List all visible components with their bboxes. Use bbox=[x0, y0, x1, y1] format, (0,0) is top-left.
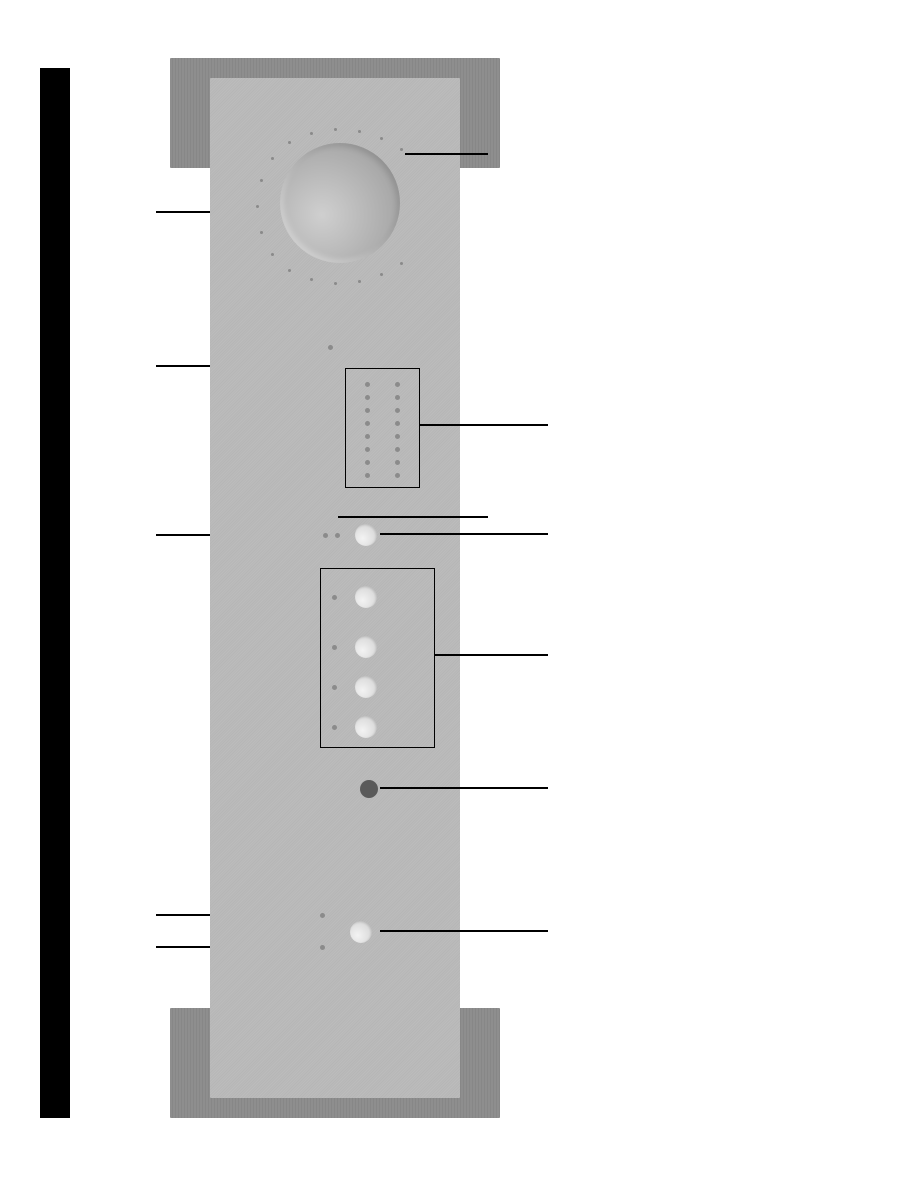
balance-led bbox=[365, 460, 370, 465]
balance-led bbox=[365, 421, 370, 426]
level-led bbox=[358, 280, 361, 283]
lead-12 bbox=[405, 154, 488, 156]
level-led bbox=[260, 179, 263, 182]
page-rotated bbox=[0, 0, 918, 1188]
theater-led bbox=[323, 533, 328, 538]
balance-box bbox=[345, 368, 420, 488]
s1-led bbox=[332, 725, 337, 730]
level-led bbox=[310, 132, 313, 135]
level-led bbox=[400, 262, 403, 265]
lead-4 bbox=[380, 788, 548, 790]
level-led bbox=[256, 205, 259, 208]
balance-led bbox=[395, 382, 400, 387]
balance-led bbox=[395, 408, 400, 413]
s2-button bbox=[355, 676, 377, 698]
b1-button bbox=[355, 586, 377, 608]
infrared-sensor bbox=[360, 780, 378, 798]
level-led bbox=[271, 157, 274, 160]
balance-led bbox=[395, 447, 400, 452]
legend-col-power bbox=[680, 651, 686, 858]
balance-led bbox=[395, 473, 400, 478]
s3-led bbox=[332, 645, 337, 650]
power-led bbox=[320, 945, 325, 950]
balance-led bbox=[365, 395, 370, 400]
level-led bbox=[400, 148, 403, 151]
lead-5 bbox=[435, 655, 548, 657]
mute-led bbox=[328, 345, 333, 350]
standby-led bbox=[320, 913, 325, 918]
control-knob bbox=[280, 143, 400, 263]
level-led bbox=[310, 278, 313, 281]
level-led bbox=[334, 282, 337, 285]
s1-button bbox=[355, 716, 377, 738]
lead-1 bbox=[380, 931, 548, 933]
legend bbox=[680, 78, 686, 858]
balance-led bbox=[365, 382, 370, 387]
balance-led bbox=[395, 395, 400, 400]
legend-col-analog bbox=[680, 384, 686, 591]
source-group-box bbox=[320, 568, 435, 748]
balance-led bbox=[365, 473, 370, 478]
figure-title-bar bbox=[40, 68, 70, 1118]
balance-led bbox=[365, 408, 370, 413]
power-button bbox=[350, 921, 372, 943]
b1-led bbox=[332, 595, 337, 600]
balance-led bbox=[395, 421, 400, 426]
balance-led bbox=[365, 434, 370, 439]
tape-mon-led bbox=[335, 533, 340, 538]
tape-button bbox=[355, 524, 377, 546]
level-led bbox=[334, 128, 337, 131]
lead-6 bbox=[380, 534, 548, 536]
level-led bbox=[260, 231, 263, 234]
front-panel bbox=[210, 78, 460, 1098]
level-led bbox=[380, 273, 383, 276]
level-led bbox=[288, 269, 291, 272]
s2-led bbox=[332, 685, 337, 690]
level-led bbox=[380, 137, 383, 140]
legend-col-mode-volume bbox=[680, 78, 686, 324]
lead-7 bbox=[338, 517, 488, 519]
front-panel-diagram bbox=[130, 78, 660, 1098]
lead-9 bbox=[420, 425, 548, 427]
balance-led bbox=[365, 447, 370, 452]
balance-led bbox=[395, 434, 400, 439]
s3-button bbox=[355, 636, 377, 658]
level-led bbox=[271, 253, 274, 256]
level-led bbox=[358, 130, 361, 133]
level-led bbox=[288, 141, 291, 144]
balance-led bbox=[395, 460, 400, 465]
